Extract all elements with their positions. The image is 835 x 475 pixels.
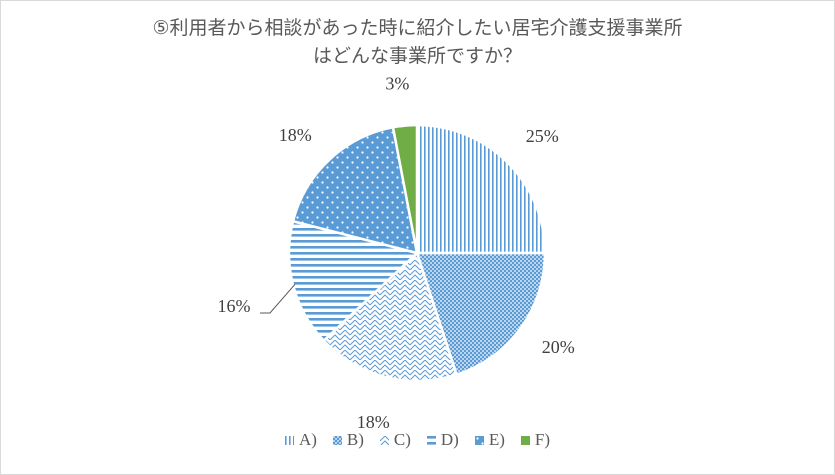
legend-label: C)	[393, 430, 411, 449]
legend-label: A)	[298, 430, 317, 449]
pie-slices	[287, 123, 547, 383]
pie-slice-a	[415, 123, 547, 255]
legend-swatch	[332, 435, 342, 445]
legend-label: F)	[534, 430, 551, 449]
pie-data-labels: 25% 20% 18% 16% 18% 3%	[218, 73, 575, 432]
legend-item-b: B)	[332, 430, 364, 450]
legend: A) B) C) D) E) F)	[0, 430, 835, 450]
legend-swatch	[520, 435, 530, 445]
data-label-f: 3%	[385, 73, 409, 93]
chart-title-line-1: ⑤利用者から相談があった時に紹介したい居宅介護支援事業所	[152, 17, 683, 39]
legend-item-a: A)	[284, 430, 317, 450]
chart-title-line-2: はどんな事業所ですか？	[312, 45, 522, 67]
legend-swatch	[284, 435, 294, 445]
pie-slice-e	[291, 125, 419, 255]
data-label-c: 18%	[357, 412, 390, 432]
leader-line-d	[260, 284, 296, 314]
data-label-e: 18%	[279, 125, 312, 145]
chart-title: ⑤利用者から相談があった時に紹介したい居宅介護支援事業所 はどんな事業所ですか？	[0, 14, 835, 70]
legend-swatch	[426, 435, 436, 445]
legend-label: E)	[488, 430, 505, 449]
legend-item-e: E)	[474, 430, 505, 450]
pie-slice-f	[391, 123, 419, 254]
data-label-d: 16%	[218, 296, 251, 316]
pie-slice-d	[287, 219, 420, 343]
legend-label: D)	[440, 430, 459, 449]
data-label-b: 20%	[542, 337, 575, 357]
legend-item-f: F)	[520, 430, 551, 450]
legend-item-c: C)	[379, 430, 411, 450]
legend-label: B)	[346, 430, 364, 449]
pie-slice-b	[415, 251, 547, 377]
data-label-a: 25%	[526, 126, 559, 146]
legend-item-d: D)	[426, 430, 459, 450]
pie-slice-c	[321, 250, 459, 383]
legend-swatch	[379, 435, 389, 445]
legend-swatch	[474, 435, 484, 445]
